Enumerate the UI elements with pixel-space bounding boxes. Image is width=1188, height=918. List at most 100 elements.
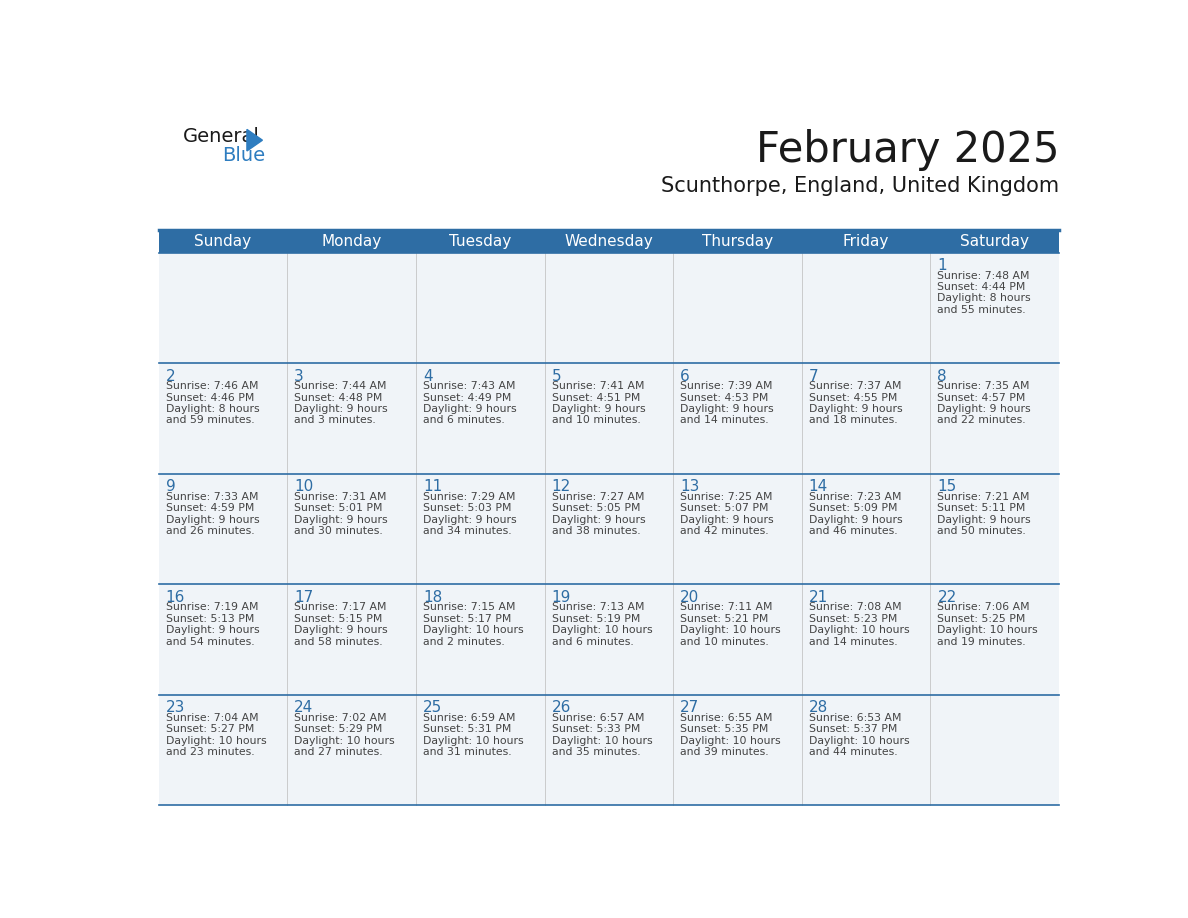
Text: Sunset: 5:33 PM: Sunset: 5:33 PM xyxy=(551,724,640,734)
Text: and 19 minutes.: and 19 minutes. xyxy=(937,636,1026,646)
Text: Sunrise: 7:08 AM: Sunrise: 7:08 AM xyxy=(809,602,902,612)
Text: and 34 minutes.: and 34 minutes. xyxy=(423,526,512,536)
Bar xyxy=(158,585,287,695)
Text: and 58 minutes.: and 58 minutes. xyxy=(295,636,383,646)
Bar xyxy=(287,474,416,585)
Text: 24: 24 xyxy=(295,700,314,715)
Bar xyxy=(930,252,1060,364)
Text: Daylight: 10 hours: Daylight: 10 hours xyxy=(423,736,524,745)
Text: Sunrise: 7:27 AM: Sunrise: 7:27 AM xyxy=(551,492,644,502)
Text: and 26 minutes.: and 26 minutes. xyxy=(165,526,254,536)
Text: Daylight: 10 hours: Daylight: 10 hours xyxy=(551,736,652,745)
Text: Daylight: 9 hours: Daylight: 9 hours xyxy=(423,404,517,414)
Bar xyxy=(416,585,544,695)
Bar xyxy=(287,695,416,805)
Text: Daylight: 8 hours: Daylight: 8 hours xyxy=(165,404,259,414)
Text: 26: 26 xyxy=(551,700,571,715)
Bar xyxy=(544,474,674,585)
Text: and 10 minutes.: and 10 minutes. xyxy=(551,416,640,425)
Text: Saturday: Saturday xyxy=(960,233,1029,249)
Text: Daylight: 10 hours: Daylight: 10 hours xyxy=(681,736,781,745)
Text: Sunset: 5:05 PM: Sunset: 5:05 PM xyxy=(551,503,640,513)
Text: Sunset: 5:15 PM: Sunset: 5:15 PM xyxy=(295,614,383,624)
Text: 17: 17 xyxy=(295,589,314,605)
Bar xyxy=(287,364,416,474)
Text: Sunrise: 7:33 AM: Sunrise: 7:33 AM xyxy=(165,492,258,502)
Text: Sunrise: 6:53 AM: Sunrise: 6:53 AM xyxy=(809,713,902,723)
Text: Daylight: 10 hours: Daylight: 10 hours xyxy=(809,625,910,635)
Text: Sunrise: 7:11 AM: Sunrise: 7:11 AM xyxy=(681,602,772,612)
Text: 1: 1 xyxy=(937,258,947,273)
Text: Daylight: 10 hours: Daylight: 10 hours xyxy=(295,736,394,745)
Text: Sunset: 4:59 PM: Sunset: 4:59 PM xyxy=(165,503,254,513)
Text: 13: 13 xyxy=(681,479,700,494)
Text: Tuesday: Tuesday xyxy=(449,233,511,249)
Text: and 44 minutes.: and 44 minutes. xyxy=(809,747,897,757)
Text: Sunrise: 6:59 AM: Sunrise: 6:59 AM xyxy=(423,713,516,723)
Bar xyxy=(802,474,930,585)
Text: Sunrise: 7:41 AM: Sunrise: 7:41 AM xyxy=(551,381,644,391)
Text: Sunrise: 7:15 AM: Sunrise: 7:15 AM xyxy=(423,602,516,612)
Text: Daylight: 9 hours: Daylight: 9 hours xyxy=(295,515,387,525)
Bar xyxy=(674,695,802,805)
Text: Daylight: 8 hours: Daylight: 8 hours xyxy=(937,294,1031,304)
Bar xyxy=(930,364,1060,474)
Text: Sunrise: 7:31 AM: Sunrise: 7:31 AM xyxy=(295,492,387,502)
Text: and 23 minutes.: and 23 minutes. xyxy=(165,747,254,757)
Text: and 50 minutes.: and 50 minutes. xyxy=(937,526,1026,536)
Text: Sunrise: 7:25 AM: Sunrise: 7:25 AM xyxy=(681,492,772,502)
Text: February 2025: February 2025 xyxy=(756,129,1060,172)
Text: Sunrise: 7:39 AM: Sunrise: 7:39 AM xyxy=(681,381,772,391)
Text: and 6 minutes.: and 6 minutes. xyxy=(423,416,505,425)
Text: Daylight: 10 hours: Daylight: 10 hours xyxy=(551,625,652,635)
Bar xyxy=(930,695,1060,805)
Text: Daylight: 9 hours: Daylight: 9 hours xyxy=(551,515,645,525)
Text: 18: 18 xyxy=(423,589,442,605)
Text: Sunset: 5:01 PM: Sunset: 5:01 PM xyxy=(295,503,383,513)
Text: 3: 3 xyxy=(295,368,304,384)
Text: Daylight: 9 hours: Daylight: 9 hours xyxy=(809,515,903,525)
Text: Sunset: 4:46 PM: Sunset: 4:46 PM xyxy=(165,393,254,403)
Text: Daylight: 10 hours: Daylight: 10 hours xyxy=(165,736,266,745)
Polygon shape xyxy=(247,129,263,151)
Text: Sunset: 4:49 PM: Sunset: 4:49 PM xyxy=(423,393,511,403)
Text: Sunset: 5:21 PM: Sunset: 5:21 PM xyxy=(681,614,769,624)
Text: Sunrise: 7:17 AM: Sunrise: 7:17 AM xyxy=(295,602,387,612)
Text: Daylight: 10 hours: Daylight: 10 hours xyxy=(809,736,910,745)
Text: Sunday: Sunday xyxy=(195,233,252,249)
Text: Sunset: 4:51 PM: Sunset: 4:51 PM xyxy=(551,393,640,403)
Text: Sunset: 5:17 PM: Sunset: 5:17 PM xyxy=(423,614,511,624)
Text: Sunrise: 7:37 AM: Sunrise: 7:37 AM xyxy=(809,381,902,391)
Text: Daylight: 10 hours: Daylight: 10 hours xyxy=(937,625,1038,635)
Text: 12: 12 xyxy=(551,479,570,494)
Bar xyxy=(674,252,802,364)
Text: and 38 minutes.: and 38 minutes. xyxy=(551,526,640,536)
Text: 15: 15 xyxy=(937,479,956,494)
Text: 2: 2 xyxy=(165,368,175,384)
Text: Sunset: 5:19 PM: Sunset: 5:19 PM xyxy=(551,614,640,624)
Text: and 31 minutes.: and 31 minutes. xyxy=(423,747,512,757)
Text: Sunset: 5:35 PM: Sunset: 5:35 PM xyxy=(681,724,769,734)
Text: Sunrise: 7:21 AM: Sunrise: 7:21 AM xyxy=(937,492,1030,502)
Text: Daylight: 10 hours: Daylight: 10 hours xyxy=(681,625,781,635)
Text: Sunrise: 7:48 AM: Sunrise: 7:48 AM xyxy=(937,271,1030,281)
Text: Sunrise: 7:23 AM: Sunrise: 7:23 AM xyxy=(809,492,902,502)
Text: Daylight: 9 hours: Daylight: 9 hours xyxy=(937,404,1031,414)
Text: and 46 minutes.: and 46 minutes. xyxy=(809,526,897,536)
Text: Sunrise: 7:02 AM: Sunrise: 7:02 AM xyxy=(295,713,387,723)
Text: 21: 21 xyxy=(809,589,828,605)
Text: Sunset: 5:07 PM: Sunset: 5:07 PM xyxy=(681,503,769,513)
Text: Scunthorpe, England, United Kingdom: Scunthorpe, England, United Kingdom xyxy=(661,175,1060,196)
Text: 27: 27 xyxy=(681,700,700,715)
Text: 19: 19 xyxy=(551,589,571,605)
Bar xyxy=(802,252,930,364)
Text: and 18 minutes.: and 18 minutes. xyxy=(809,416,897,425)
Text: 16: 16 xyxy=(165,589,185,605)
Bar xyxy=(802,364,930,474)
Text: Daylight: 9 hours: Daylight: 9 hours xyxy=(551,404,645,414)
Bar xyxy=(287,585,416,695)
Bar xyxy=(544,252,674,364)
Text: Friday: Friday xyxy=(843,233,890,249)
Text: and 42 minutes.: and 42 minutes. xyxy=(681,526,769,536)
Text: and 3 minutes.: and 3 minutes. xyxy=(295,416,375,425)
